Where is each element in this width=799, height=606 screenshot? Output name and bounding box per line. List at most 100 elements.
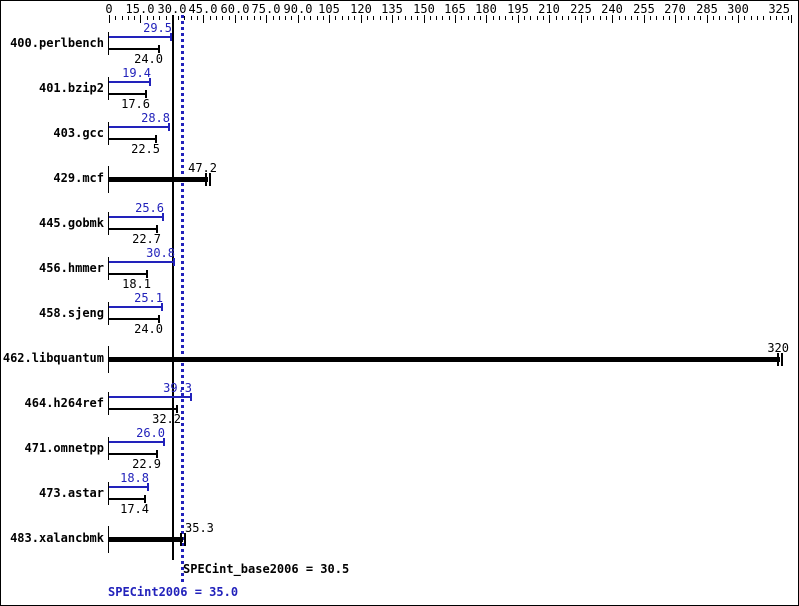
- x-axis-minor-tick: [713, 16, 714, 20]
- x-axis-minor-tick: [430, 16, 431, 20]
- bar-end-cap: [180, 533, 182, 546]
- combined-bar: [109, 177, 208, 182]
- x-axis-tick-label: 0: [105, 2, 113, 16]
- x-axis-major-tick: [455, 15, 456, 23]
- x-axis-tick-label: 210: [538, 2, 560, 16]
- x-axis-major-tick: [791, 15, 792, 23]
- x-axis-tick-label: 105: [318, 2, 340, 16]
- x-axis-minor-tick: [725, 16, 726, 20]
- x-axis-tick-label: 255: [633, 2, 655, 16]
- x-axis-minor-tick: [380, 16, 381, 20]
- base-bar: [109, 453, 157, 455]
- x-axis-minor-tick: [197, 16, 198, 20]
- x-axis-minor-tick: [480, 16, 481, 20]
- peak-bar: [109, 81, 150, 83]
- x-axis-major-tick: [424, 15, 425, 23]
- base-bar-end-cap: [158, 315, 160, 323]
- benchmark-name-label: 456.hmmer: [38, 261, 104, 275]
- benchmark-name-label: 458.sjeng: [38, 306, 104, 320]
- peak-bar: [109, 126, 169, 128]
- x-axis-minor-tick: [505, 16, 506, 20]
- x-axis-major-tick: [203, 15, 204, 23]
- x-axis-minor-tick: [159, 16, 160, 20]
- x-axis-minor-tick: [147, 16, 148, 20]
- x-axis-minor-tick: [468, 16, 469, 20]
- x-axis-minor-tick: [719, 16, 720, 20]
- benchmark-name-label: 471.omnetpp: [24, 441, 104, 455]
- peak-bar-end-cap: [161, 303, 163, 311]
- x-axis-major-tick: [298, 15, 299, 23]
- x-axis-tick-label: 45.0: [188, 2, 218, 16]
- x-axis-major-tick: [329, 15, 330, 23]
- x-axis-minor-tick: [398, 16, 399, 20]
- x-axis-tick-label: 240: [601, 2, 623, 16]
- x-axis-minor-tick: [700, 16, 701, 20]
- x-axis-minor-tick: [134, 16, 135, 20]
- x-axis-tick-label: 195: [507, 2, 529, 16]
- x-axis-minor-tick: [247, 16, 248, 20]
- x-axis-minor-tick: [342, 16, 343, 20]
- row-bracket: [108, 392, 109, 415]
- x-axis-minor-tick: [178, 16, 179, 20]
- x-axis-major-tick: [361, 15, 362, 23]
- benchmark-name-label: 400.perlbench: [10, 36, 104, 50]
- x-axis-minor-tick: [637, 16, 638, 20]
- x-axis-minor-tick: [411, 16, 412, 20]
- base-mean-line: [172, 15, 174, 560]
- x-axis-minor-tick: [273, 16, 274, 20]
- x-axis-major-tick: [486, 15, 487, 23]
- x-axis-major-tick: [549, 15, 550, 23]
- x-axis-minor-tick: [373, 16, 374, 20]
- x-axis-minor-tick: [499, 16, 500, 20]
- peak-bar: [109, 216, 163, 218]
- x-axis-major-tick: [392, 15, 393, 23]
- x-axis-minor-tick: [128, 16, 129, 20]
- base-bar: [109, 498, 145, 500]
- peak-bar: [109, 486, 148, 488]
- x-axis-minor-tick: [222, 16, 223, 20]
- peak-value-label: 19.4: [122, 66, 151, 80]
- x-axis-major-tick: [675, 15, 676, 23]
- base-bar-end-cap: [145, 90, 147, 98]
- benchmark-name-label: 483.xalancbmk: [10, 531, 104, 545]
- x-axis-minor-tick: [474, 16, 475, 20]
- row-bracket: [108, 166, 109, 193]
- x-axis-tick-label: 135: [381, 2, 403, 16]
- x-axis-minor-tick: [279, 16, 280, 20]
- peak-value-label: 30.8: [146, 246, 175, 260]
- x-axis-minor-tick: [681, 16, 682, 20]
- x-axis-minor-tick: [335, 16, 336, 20]
- peak-mean-line: [181, 15, 184, 585]
- x-axis-minor-tick: [191, 16, 192, 20]
- x-axis-tick-label: 30.0: [157, 2, 187, 16]
- row-bracket: [108, 437, 109, 460]
- peak-bar: [109, 441, 164, 443]
- x-axis-minor-tick: [619, 16, 620, 20]
- x-axis-minor-tick: [788, 16, 789, 20]
- peak-bar: [109, 396, 191, 398]
- x-axis-major-tick: [235, 15, 236, 23]
- peak-bar-end-cap: [147, 483, 149, 491]
- x-axis-tick-label: 270: [664, 2, 686, 16]
- x-axis-minor-tick: [216, 16, 217, 20]
- x-axis-minor-tick: [688, 16, 689, 20]
- peak-bar: [109, 36, 171, 38]
- x-axis-minor-tick: [348, 16, 349, 20]
- x-axis-minor-tick: [354, 16, 355, 20]
- x-axis-minor-tick: [782, 16, 783, 20]
- x-axis-minor-tick: [663, 16, 664, 20]
- row-bracket: [108, 122, 109, 145]
- base-value-label: 32.2: [152, 412, 181, 426]
- base-bar: [109, 273, 147, 275]
- base-bar-end-cap: [156, 450, 158, 458]
- combined-bar: [109, 357, 780, 362]
- x-axis-tick-label: 120: [350, 2, 372, 16]
- x-axis-minor-tick: [260, 16, 261, 20]
- base-bar: [109, 138, 156, 140]
- row-bracket: [108, 32, 109, 55]
- x-axis-minor-tick: [543, 16, 544, 20]
- peak-bar-end-cap: [173, 258, 175, 266]
- peak-bar-end-cap: [170, 33, 172, 41]
- x-axis-minor-tick: [166, 16, 167, 20]
- peak-bar-end-cap: [149, 78, 151, 86]
